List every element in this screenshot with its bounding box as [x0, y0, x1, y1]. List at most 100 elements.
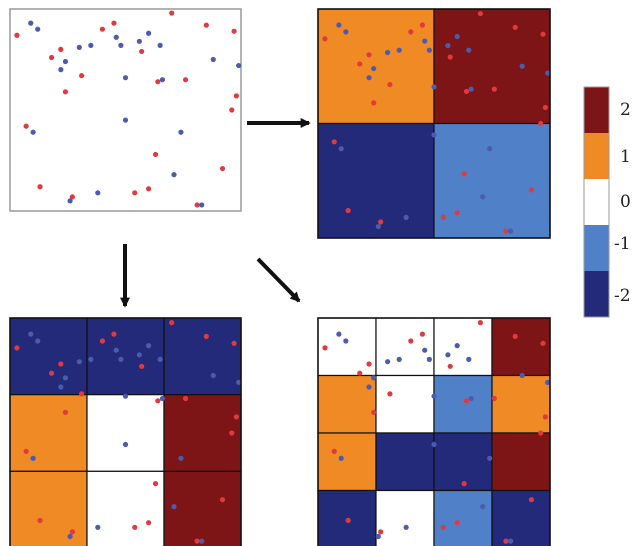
red-point [322, 345, 328, 351]
colorbar-label-neg1: -1 [614, 234, 631, 254]
red-point [387, 391, 393, 397]
red-point [542, 414, 548, 420]
blue-point [545, 70, 551, 76]
blue-point [336, 331, 342, 337]
red-point [408, 338, 414, 344]
red-point [378, 529, 384, 535]
red-point [48, 370, 55, 376]
red-point [69, 194, 75, 200]
red-point [233, 414, 239, 420]
grid-cell [9, 394, 88, 472]
colorbar-segment [584, 179, 609, 225]
blue-point [422, 38, 428, 44]
blue-point [210, 372, 216, 379]
blue-point [88, 42, 94, 48]
blue-point [35, 26, 41, 32]
red-point [447, 363, 453, 369]
grid-cell [375, 489, 435, 546]
red-point [23, 123, 29, 129]
red-point [528, 187, 535, 193]
red-point [155, 398, 161, 404]
blue-point [426, 356, 432, 362]
blue-point [480, 194, 486, 200]
grid-cell [86, 470, 165, 546]
blue-point [122, 393, 129, 399]
red-point [233, 93, 239, 99]
colorbar-label-1: 1 [620, 147, 631, 167]
blue-point [76, 44, 82, 50]
red-point [512, 24, 518, 30]
blue-point [236, 379, 242, 385]
grid-cell [86, 394, 165, 472]
red-point [371, 100, 377, 106]
red-point [203, 22, 209, 28]
red-point [169, 320, 175, 326]
blue-point [431, 132, 437, 138]
blue-point [113, 347, 119, 353]
red-point [111, 331, 117, 337]
red-point [454, 520, 460, 526]
red-point [366, 361, 372, 367]
blue-point [159, 395, 166, 402]
blue-point [445, 352, 451, 358]
blue-point [396, 356, 402, 362]
red-point [454, 210, 460, 216]
blue-point [28, 331, 34, 337]
colorbar-label-neg2: -2 [614, 286, 631, 306]
red-point [345, 517, 351, 524]
red-point [366, 52, 372, 58]
red-point [387, 81, 393, 88]
red-point [540, 340, 546, 346]
grid-cell [9, 470, 88, 546]
red-point [79, 391, 85, 397]
grid-cell [163, 470, 242, 546]
red-point [357, 61, 363, 67]
red-point [194, 202, 200, 208]
blue-point [146, 343, 152, 349]
blue-point [466, 47, 472, 53]
blue-point [67, 198, 73, 204]
red-point [440, 524, 446, 530]
red-point [111, 20, 117, 26]
blue-point [62, 375, 69, 381]
blue-point [338, 455, 344, 461]
red-point [463, 88, 470, 95]
blue-point [159, 77, 166, 83]
colorbar [583, 86, 610, 318]
red-point [231, 28, 237, 34]
red-point [331, 448, 337, 454]
blue-point [28, 20, 34, 26]
red-point [152, 481, 159, 487]
arrow-to-4x4 [256, 257, 301, 303]
blue-point [375, 223, 381, 230]
blue-point [136, 38, 142, 44]
blue-point [67, 533, 73, 540]
grid-2x2-panel [317, 8, 551, 239]
blue-point [338, 146, 344, 152]
grid-cell [491, 317, 551, 377]
red-point [37, 184, 43, 190]
blue-point [336, 22, 342, 28]
blue-point [431, 84, 437, 90]
blue-point [431, 393, 437, 399]
blue-point [62, 58, 69, 65]
red-point [37, 517, 43, 524]
blue-point [445, 43, 451, 49]
red-point [419, 22, 425, 28]
blue-point [371, 65, 377, 72]
red-point [357, 370, 363, 376]
colorbar-segment [584, 225, 609, 271]
grid-3x3-panel [9, 317, 242, 546]
red-point [14, 32, 20, 38]
blue-point [507, 228, 514, 234]
blue-point [480, 504, 486, 510]
blue-point [178, 129, 184, 135]
blue-point [35, 338, 41, 344]
red-point [146, 520, 152, 526]
blue-point [113, 34, 119, 40]
blue-point [171, 172, 177, 178]
blue-point [396, 47, 402, 53]
red-point [62, 89, 69, 95]
red-point [419, 331, 425, 337]
